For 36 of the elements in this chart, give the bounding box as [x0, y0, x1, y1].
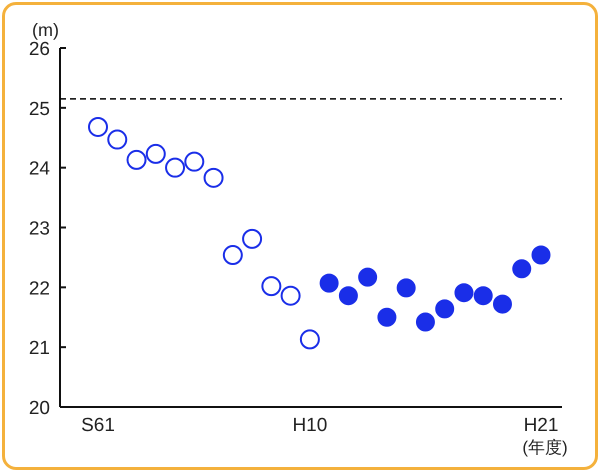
y-tick-label: 24: [28, 158, 50, 180]
x-axis-title: (年度): [522, 438, 568, 457]
y-tick-label: 25: [28, 98, 50, 120]
point: [532, 246, 550, 265]
point: [222, 245, 243, 266]
point: [435, 299, 454, 318]
y-tick-label: 20: [28, 398, 50, 419]
point: [184, 152, 204, 172]
y-tick-label: 23: [28, 218, 50, 240]
x-tick-label: S61: [81, 415, 115, 436]
point: [204, 168, 224, 188]
point: [146, 144, 166, 164]
point: [512, 259, 532, 278]
point: [88, 116, 108, 137]
point: [242, 228, 262, 249]
y-tick-label: 26: [28, 39, 50, 60]
y-axis-title: (m): [32, 20, 59, 40]
point: [300, 329, 320, 350]
point: [320, 274, 339, 293]
x-tick-label: H21: [524, 415, 558, 436]
point: [280, 286, 301, 306]
point: [492, 294, 512, 314]
x-tick-label: H10: [292, 415, 328, 436]
point: [416, 312, 435, 332]
point: [107, 130, 128, 150]
point: [165, 158, 186, 178]
point: [377, 308, 396, 327]
point: [454, 283, 474, 302]
point: [474, 286, 493, 306]
point: [261, 276, 282, 296]
point: [126, 150, 147, 170]
y-tick-label: 21: [28, 338, 50, 360]
point: [338, 286, 358, 306]
y-tick-label: 22: [28, 278, 50, 300]
point: [358, 268, 378, 287]
point: [396, 278, 416, 298]
